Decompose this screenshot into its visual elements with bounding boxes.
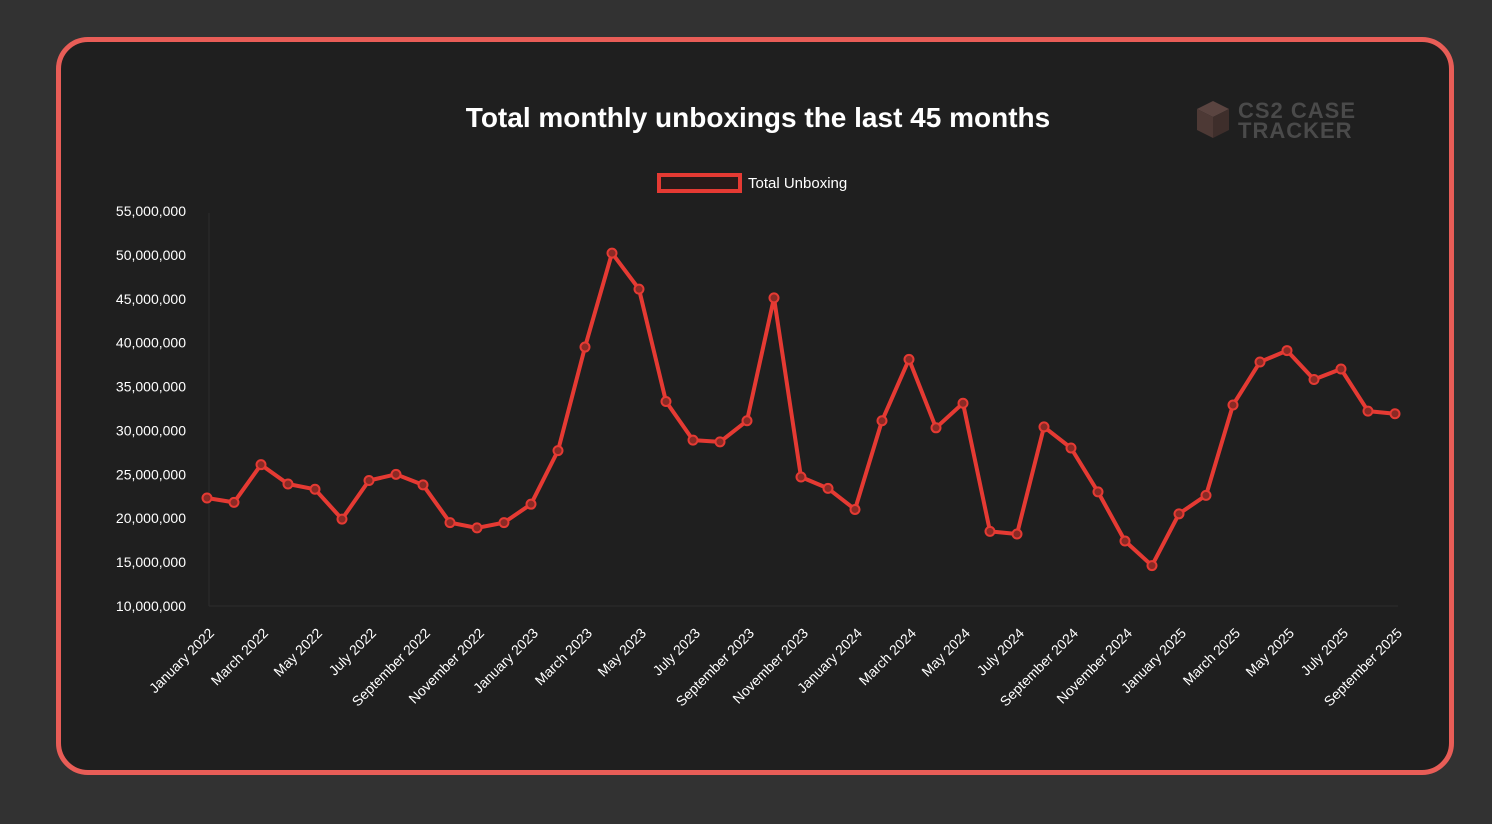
x-tick-label: March 2025 bbox=[1180, 625, 1244, 689]
data-point[interactable] bbox=[633, 283, 645, 295]
data-point[interactable] bbox=[363, 474, 375, 486]
data-point[interactable] bbox=[1281, 345, 1293, 357]
data-point[interactable] bbox=[336, 513, 348, 525]
y-tick-label: 55,000,000 bbox=[116, 203, 186, 219]
data-point[interactable] bbox=[201, 492, 213, 504]
watermark-line-1: CS2 CASE bbox=[1238, 98, 1356, 123]
x-tick-label: March 2024 bbox=[856, 625, 920, 689]
legend-swatch bbox=[657, 173, 742, 193]
data-point[interactable] bbox=[417, 479, 429, 491]
x-tick-label: May 2025 bbox=[1242, 625, 1297, 680]
y-tick-label: 10,000,000 bbox=[116, 598, 186, 614]
data-point[interactable] bbox=[714, 436, 726, 448]
legend-label: Total Unboxing bbox=[748, 175, 847, 192]
data-point[interactable] bbox=[741, 415, 753, 427]
data-point[interactable] bbox=[498, 517, 510, 529]
data-point[interactable] bbox=[984, 525, 996, 537]
x-tick-label: March 2023 bbox=[532, 625, 596, 689]
y-tick-label: 40,000,000 bbox=[116, 335, 186, 351]
watermark-line-2: TRACKER bbox=[1238, 118, 1353, 143]
data-point[interactable] bbox=[957, 397, 969, 409]
data-point[interactable] bbox=[687, 434, 699, 446]
x-tick-label: January 2022 bbox=[146, 625, 217, 696]
watermark-logo: CS2 CASE TRACKER bbox=[1197, 98, 1356, 143]
x-tick-label: July 2025 bbox=[1297, 625, 1351, 679]
data-point[interactable] bbox=[309, 483, 321, 495]
y-tick-label: 20,000,000 bbox=[116, 510, 186, 526]
data-point[interactable] bbox=[1065, 442, 1077, 454]
y-tick-label: 50,000,000 bbox=[116, 247, 186, 263]
x-tick-label: July 2023 bbox=[649, 625, 703, 679]
x-tick-label: July 2024 bbox=[973, 625, 1027, 679]
data-point[interactable] bbox=[444, 517, 456, 529]
y-axis: 10,000,000 15,000,000 20,000,000 25,000,000… bbox=[116, 203, 186, 614]
data-point[interactable] bbox=[1200, 489, 1212, 501]
data-point[interactable] bbox=[795, 471, 807, 483]
y-tick-label: 15,000,000 bbox=[116, 554, 186, 570]
data-point[interactable] bbox=[660, 395, 672, 407]
data-point[interactable] bbox=[390, 468, 402, 480]
data-point[interactable] bbox=[1146, 560, 1158, 572]
chart-title: Total monthly unboxings the last 45 mont… bbox=[466, 102, 1050, 133]
x-tick-label: May 2024 bbox=[918, 625, 973, 680]
y-tick-label: 25,000,000 bbox=[116, 466, 186, 482]
data-point[interactable] bbox=[768, 292, 780, 304]
y-tick-label: 45,000,000 bbox=[116, 291, 186, 307]
data-point[interactable] bbox=[525, 498, 537, 510]
data-point[interactable] bbox=[903, 353, 915, 365]
x-tick-label: May 2022 bbox=[270, 625, 325, 680]
data-point[interactable] bbox=[1119, 535, 1131, 547]
x-tick-label: March 2022 bbox=[208, 625, 272, 689]
data-point[interactable] bbox=[1389, 408, 1401, 420]
y-tick-label: 30,000,000 bbox=[116, 422, 186, 438]
y-tick-label: 35,000,000 bbox=[116, 379, 186, 395]
data-point[interactable] bbox=[552, 445, 564, 457]
series-line-total-unboxing bbox=[206, 251, 1396, 568]
data-point[interactable] bbox=[1362, 405, 1374, 417]
data-point[interactable] bbox=[930, 422, 942, 434]
data-point[interactable] bbox=[1092, 486, 1104, 498]
data-point[interactable] bbox=[1254, 356, 1266, 368]
data-point[interactable] bbox=[606, 247, 618, 259]
data-point[interactable] bbox=[876, 415, 888, 427]
data-point[interactable] bbox=[471, 522, 483, 534]
data-point[interactable] bbox=[579, 341, 591, 353]
data-point[interactable] bbox=[822, 482, 834, 494]
legend[interactable]: Total Unboxing bbox=[657, 173, 847, 193]
data-point[interactable] bbox=[1335, 363, 1347, 375]
data-point[interactable] bbox=[1173, 508, 1185, 520]
data-points bbox=[201, 247, 1401, 572]
x-tick-label: May 2023 bbox=[594, 625, 649, 680]
data-point[interactable] bbox=[228, 496, 240, 508]
data-point[interactable] bbox=[1011, 528, 1023, 540]
data-point[interactable] bbox=[1038, 421, 1050, 433]
data-point[interactable] bbox=[849, 503, 861, 515]
x-tick-label: July 2022 bbox=[325, 625, 379, 679]
data-point[interactable] bbox=[282, 478, 294, 490]
box-icon bbox=[1197, 101, 1229, 138]
data-point[interactable] bbox=[1227, 399, 1239, 411]
data-point[interactable] bbox=[1308, 374, 1320, 386]
chart-card bbox=[56, 37, 1454, 775]
data-point[interactable] bbox=[255, 459, 267, 471]
